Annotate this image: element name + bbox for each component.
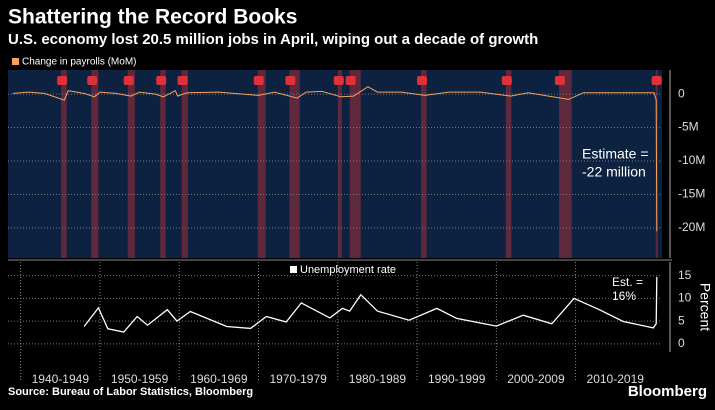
annotation: 16% <box>612 289 636 303</box>
recession-marker <box>123 76 134 85</box>
x-tick-label: 1980-1989 <box>349 372 407 386</box>
legend-swatch <box>290 266 297 273</box>
recession-marker <box>501 76 512 85</box>
recession-marker <box>156 76 167 85</box>
recession-band <box>349 70 361 258</box>
title: Shattering the Record Books <box>8 6 297 29</box>
recession-marker <box>417 76 428 85</box>
recession-band <box>91 70 99 258</box>
y-tick-label: 0 <box>678 86 685 100</box>
annotation: Estimate = <box>582 146 649 162</box>
source: Source: Bureau of Labor Statistics, Bloo… <box>8 386 253 398</box>
recession-marker <box>554 76 565 85</box>
recession-band <box>421 70 427 258</box>
subtitle: U.S. economy lost 20.5 million jobs in A… <box>8 31 538 48</box>
annotation: Est. = <box>612 275 643 289</box>
recession-marker <box>57 76 68 85</box>
data-line <box>12 86 658 232</box>
x-tick-label: 1990-1999 <box>428 372 486 386</box>
recession-band <box>257 70 266 258</box>
recession-marker <box>651 76 662 85</box>
annotation: -22 million <box>582 164 646 180</box>
recession-band <box>127 70 135 258</box>
recession-marker <box>333 76 344 85</box>
legend-swatch <box>12 58 19 65</box>
y-tick-label: -5M <box>678 120 699 134</box>
recession-band <box>289 70 300 258</box>
recession-band <box>61 70 67 258</box>
brand: Bloomberg <box>628 383 707 400</box>
recession-marker <box>87 76 98 85</box>
recession-band <box>558 70 572 258</box>
y-tick-label: 10 <box>678 291 692 305</box>
recession-marker <box>285 76 296 85</box>
x-tick-label: 1960-1969 <box>190 372 248 386</box>
recession-marker <box>253 76 264 85</box>
x-tick-label: 2010-2019 <box>587 372 645 386</box>
y-tick-label: -20M <box>678 220 705 234</box>
recession-band <box>160 70 166 258</box>
x-tick-label: 2000-2009 <box>507 372 565 386</box>
x-tick-label: 1950-1959 <box>111 372 169 386</box>
recession-marker <box>345 76 356 85</box>
recession-band <box>505 70 512 258</box>
panel-background <box>8 70 662 258</box>
x-tick-label: 1940-1949 <box>32 372 90 386</box>
y-tick-label: -10M <box>678 153 705 167</box>
recession-band <box>337 70 342 258</box>
y-axis-label: Percent <box>697 283 713 331</box>
x-tick-label: 1970-1979 <box>269 372 327 386</box>
y-tick-label: 0 <box>678 336 685 350</box>
recession-marker <box>177 76 188 85</box>
y-tick-label: 15 <box>678 268 692 282</box>
legend-label: Unemployment rate <box>300 264 396 276</box>
legend-label: Change in payrolls (MoM) <box>22 57 137 68</box>
y-tick-label: -15M <box>678 187 705 201</box>
recession-band <box>181 70 188 258</box>
y-tick-label: 5 <box>678 313 685 327</box>
data-line <box>83 276 658 333</box>
